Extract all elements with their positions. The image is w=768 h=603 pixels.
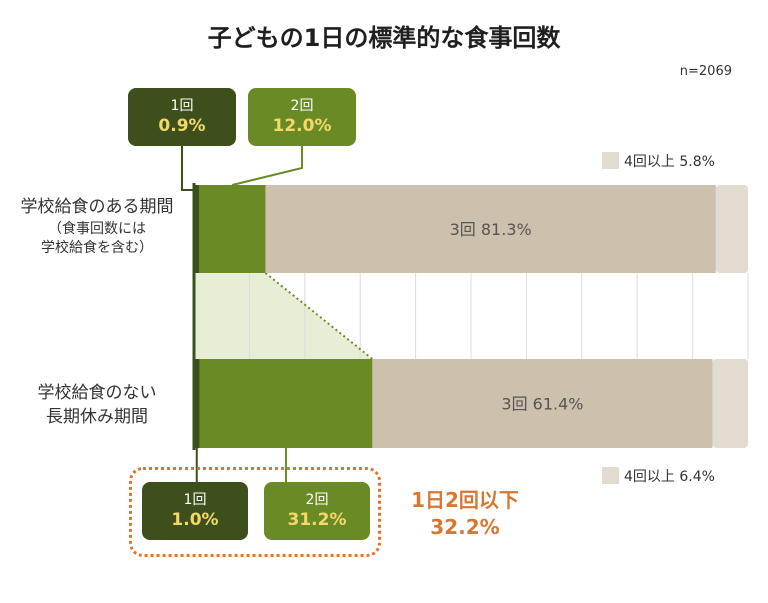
bar-segment-value-label: 3回 61.4% xyxy=(501,395,583,414)
highlight-dotted-box xyxy=(129,467,381,557)
callout-bottom-twice: 2回 31.2% xyxy=(264,482,370,540)
bar-segment-2回 xyxy=(198,185,266,273)
row-label-sub-2: 学校給食を含む） xyxy=(41,240,153,257)
sample-size: n=2069 xyxy=(679,64,732,79)
callout-label: 1回 xyxy=(170,98,194,114)
connector-band xyxy=(194,273,373,359)
bar-segment-2回 xyxy=(199,359,373,448)
bar-segment-1回 xyxy=(194,359,200,448)
summary-value: 32.2% xyxy=(430,515,500,539)
legend-swatch xyxy=(602,152,619,169)
row-label-vacation-period: 学校給食のない 長期休み期間 xyxy=(4,382,190,430)
bar-segment-1回 xyxy=(194,185,199,273)
legend-4plus-bottom: 4回以上 6.4% xyxy=(602,466,715,486)
chart-title: 子どもの1日の標準的な食事回数 xyxy=(207,24,561,52)
leader-line-top-once xyxy=(181,146,197,191)
row-label-line-2: 長期休み期間 xyxy=(46,406,148,427)
summary-label: 1日2回以下 xyxy=(411,488,519,512)
row-label-main: 学校給食のある期間 xyxy=(20,197,174,217)
leader-line-top-twice xyxy=(231,146,303,186)
row-label-line-1: 学校給食のない xyxy=(37,383,157,403)
callout-top-once: 1回 0.9% xyxy=(128,88,236,146)
legend-text: 4回以上 5.8% xyxy=(624,154,715,170)
bar-segment-3回 xyxy=(265,185,716,273)
bar-segment-4回以上 xyxy=(715,185,748,273)
callout-value: 1.0% xyxy=(171,510,219,531)
legend-4plus-top: 4回以上 5.8% xyxy=(602,151,715,171)
bar-segment-4回以上 xyxy=(712,359,748,448)
callout-value: 0.9% xyxy=(158,116,206,137)
callout-value: 12.0% xyxy=(272,116,332,137)
callout-label: 1回 xyxy=(183,492,207,508)
callout-value: 31.2% xyxy=(287,510,347,531)
summary-callout: 1日2回以下 32.2% xyxy=(400,487,530,541)
bar-segment-3回 xyxy=(372,359,713,448)
legend-swatch xyxy=(602,467,619,484)
callout-top-twice: 2回 12.0% xyxy=(248,88,356,146)
callout-label: 2回 xyxy=(290,98,314,114)
callout-label: 2回 xyxy=(305,492,329,508)
row-label-sub-1: （食事回数には xyxy=(48,220,146,237)
legend-text: 4回以上 6.4% xyxy=(624,469,715,485)
row-label-school-period: 学校給食のある期間 （食事回数には 学校給食を含む） xyxy=(4,196,190,259)
bar-segment-value-label: 3回 81.3% xyxy=(450,220,532,239)
callout-bottom-once: 1回 1.0% xyxy=(142,482,248,540)
